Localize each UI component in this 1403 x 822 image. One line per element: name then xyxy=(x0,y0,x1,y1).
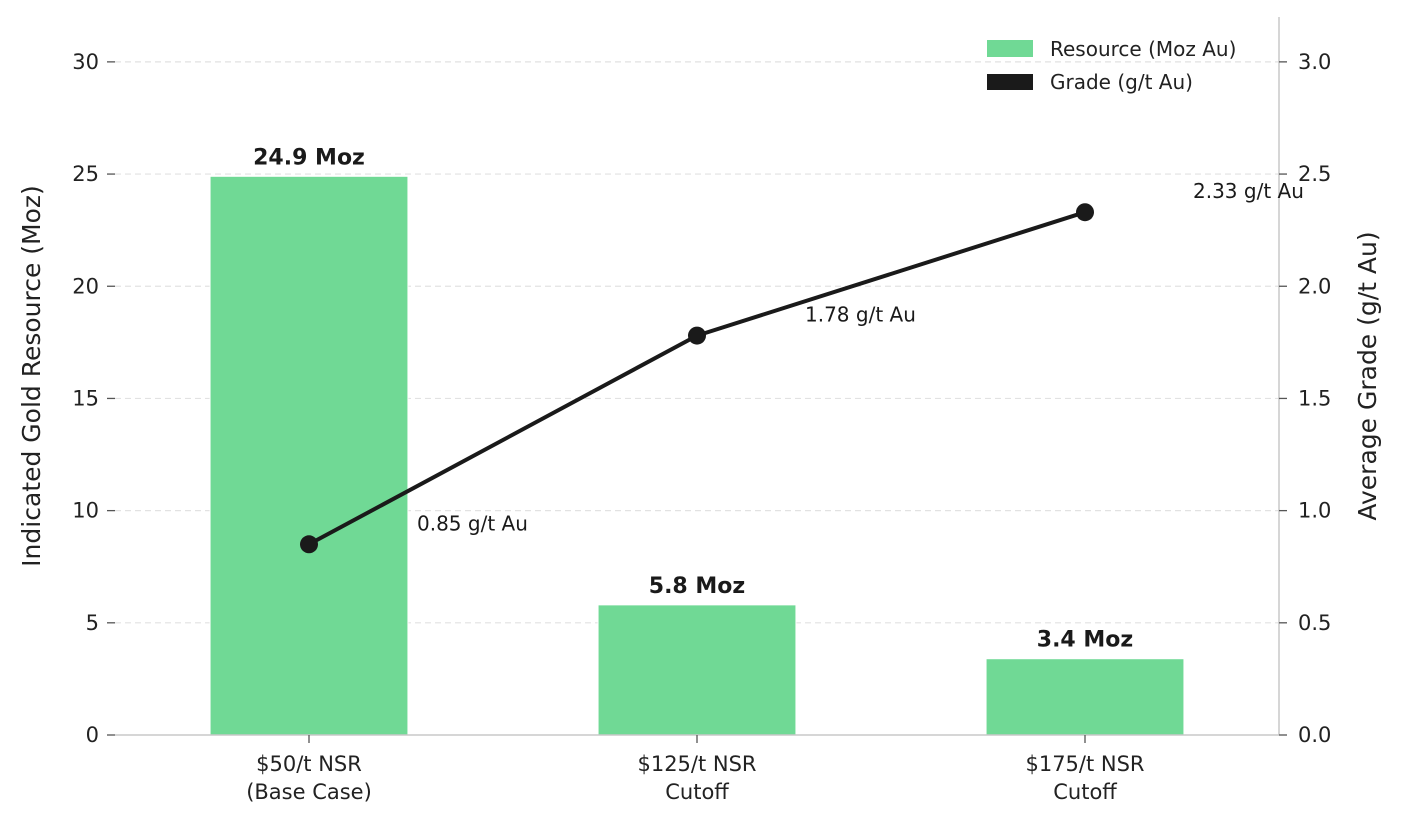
grade-value-label: 2.33 g/t Au xyxy=(1193,179,1304,203)
y-tick-label: 30 xyxy=(72,50,99,74)
legend: Resource (Moz Au) Grade (g/t Au) xyxy=(987,37,1236,94)
legend-label-resource: Resource (Moz Au) xyxy=(1050,37,1236,61)
axis-ticks: 0 5 10 15 20 25 30 0.0 0.5 1.0 1.5 2.0 2.5 3.0 $50/t N… xyxy=(72,50,1331,804)
y-tick-label: 25 xyxy=(72,162,99,186)
grade-line-series xyxy=(300,203,1094,554)
y-tick-label: 10 xyxy=(72,499,99,523)
bar-value-label: 24.9 Moz xyxy=(253,145,365,170)
resource-bar xyxy=(209,175,409,736)
x-tick-label: $50/t NSR (Base Case) xyxy=(246,752,372,804)
resource-bars xyxy=(209,175,1185,736)
grade-point xyxy=(300,535,318,554)
y2-tick-label: 3.0 xyxy=(1298,50,1331,74)
y-tick-label: 15 xyxy=(72,386,99,410)
grade-point xyxy=(1076,203,1094,222)
x-tick-label: $125/t NSR Cutoff xyxy=(637,752,756,804)
y2-tick-label: 2.0 xyxy=(1298,274,1331,298)
data-labels: 24.9 Moz 5.8 Moz 3.4 Moz 0.85 g/t Au 1.78 g/… xyxy=(253,145,1304,652)
y2-tick-label: 2.5 xyxy=(1298,162,1331,186)
bar-value-label: 5.8 Moz xyxy=(649,574,745,599)
resource-bar xyxy=(985,658,1185,736)
y-tick-label: 5 xyxy=(86,611,99,635)
grade-line xyxy=(308,210,1086,547)
y2-tick-label: 1.0 xyxy=(1298,499,1331,523)
resource-bar xyxy=(597,604,797,736)
bar-value-label: 3.4 Moz xyxy=(1037,628,1133,653)
grade-value-label: 1.78 g/t Au xyxy=(805,303,916,327)
grade-value-label: 0.85 g/t Au xyxy=(417,511,528,535)
y-tick-label: 0 xyxy=(86,723,99,747)
legend-swatch-grade xyxy=(987,74,1033,90)
y2-tick-label: 1.5 xyxy=(1298,386,1331,410)
legend-swatch-resource xyxy=(987,40,1033,57)
y2-tick-label: 0.0 xyxy=(1298,723,1331,747)
y2-axis-title: Average Grade (g/t Au) xyxy=(1353,231,1382,520)
legend-label-grade: Grade (g/t Au) xyxy=(1050,70,1193,94)
y2-tick-label: 0.5 xyxy=(1298,611,1331,635)
y-tick-label: 20 xyxy=(72,274,99,298)
x-tick-label: $175/t NSR Cutoff xyxy=(1025,752,1144,804)
y-axis-title: Indicated Gold Resource (Moz) xyxy=(17,185,46,567)
grade-point xyxy=(688,326,706,345)
